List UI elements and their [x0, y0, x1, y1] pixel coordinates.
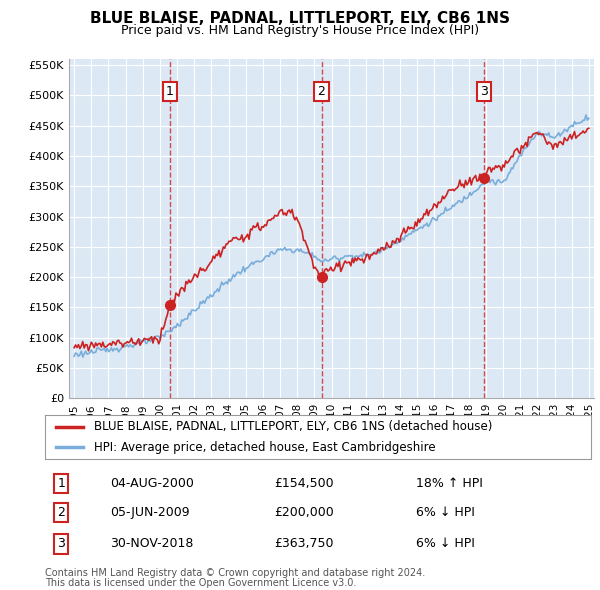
Text: 2: 2: [317, 85, 325, 98]
Text: Price paid vs. HM Land Registry's House Price Index (HPI): Price paid vs. HM Land Registry's House …: [121, 24, 479, 37]
Text: 04-AUG-2000: 04-AUG-2000: [110, 477, 194, 490]
Text: 18% ↑ HPI: 18% ↑ HPI: [416, 477, 483, 490]
Text: 30-NOV-2018: 30-NOV-2018: [110, 537, 194, 550]
Text: £154,500: £154,500: [274, 477, 334, 490]
Text: £200,000: £200,000: [274, 506, 334, 519]
Text: BLUE BLAISE, PADNAL, LITTLEPORT, ELY, CB6 1NS (detached house): BLUE BLAISE, PADNAL, LITTLEPORT, ELY, CB…: [94, 420, 493, 433]
Text: 1: 1: [58, 477, 65, 490]
Text: 05-JUN-2009: 05-JUN-2009: [110, 506, 190, 519]
Text: HPI: Average price, detached house, East Cambridgeshire: HPI: Average price, detached house, East…: [94, 441, 436, 454]
Text: 3: 3: [481, 85, 488, 98]
Text: Contains HM Land Registry data © Crown copyright and database right 2024.: Contains HM Land Registry data © Crown c…: [45, 568, 425, 578]
Text: £363,750: £363,750: [274, 537, 334, 550]
Text: 2: 2: [58, 506, 65, 519]
Text: 3: 3: [58, 537, 65, 550]
Text: This data is licensed under the Open Government Licence v3.0.: This data is licensed under the Open Gov…: [45, 578, 356, 588]
Text: BLUE BLAISE, PADNAL, LITTLEPORT, ELY, CB6 1NS: BLUE BLAISE, PADNAL, LITTLEPORT, ELY, CB…: [90, 11, 510, 25]
Text: 1: 1: [166, 85, 174, 98]
Text: 6% ↓ HPI: 6% ↓ HPI: [416, 537, 475, 550]
Text: 6% ↓ HPI: 6% ↓ HPI: [416, 506, 475, 519]
